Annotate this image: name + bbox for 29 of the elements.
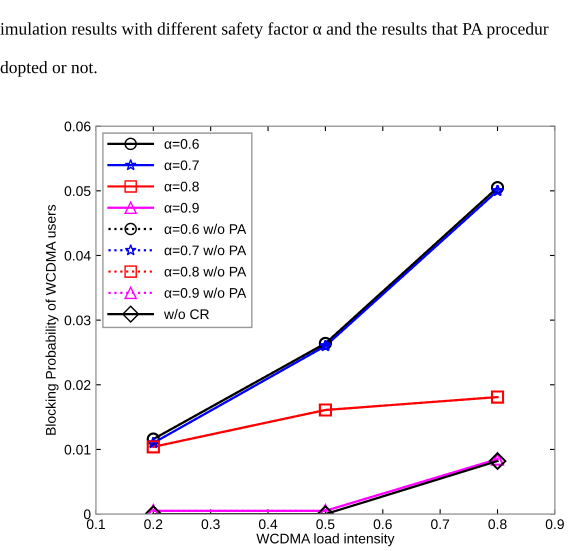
legend-label: α=0.8	[164, 182, 199, 192]
y-tick-label: 0.04	[64, 250, 91, 261]
y-tick-label: 0.02	[64, 380, 90, 390]
legend-label: α=0.7	[164, 160, 199, 170]
x-tick-label: 0.1	[86, 519, 105, 530]
legend-label: w/o CR	[164, 308, 209, 320]
legend-label: α=0.6	[164, 139, 199, 149]
x-tick-label: 0.7	[431, 519, 450, 530]
x-tick-label: 0.2	[144, 519, 162, 530]
x-tick-label: 0.5	[316, 519, 334, 530]
x-tick-label: 0.4	[258, 519, 278, 530]
y-tick-label: 0.01	[64, 444, 90, 455]
x-tick-label: 0.3	[202, 519, 220, 530]
legend-label: α=0.7 w/o PA	[164, 245, 246, 256]
y-axis-title: Blocking Probability of WCDMA users	[46, 204, 58, 435]
y-tick-label: 0.06	[64, 122, 90, 132]
x-tick-label: 0.8	[488, 519, 507, 530]
x-tick-label: 0.9	[546, 519, 564, 530]
text: imulation results with different safety factor α and the results that PA procedur	[0, 22, 548, 38]
legend-label: α=0.8 w/o PA	[164, 266, 246, 277]
x-axis-title: WCDMA load intensity	[256, 533, 394, 546]
x-tick-label: 0.6	[374, 519, 392, 530]
text: dopted or not.	[0, 60, 97, 77]
y-tick-label: 0	[84, 509, 91, 520]
legend-label: α=0.9	[164, 202, 199, 213]
legend-label: α=0.6 w/o PA	[164, 224, 246, 234]
y-tick-label: 0.03	[64, 315, 90, 326]
y-tick-label: 0.05	[64, 186, 91, 196]
legend-label: α=0.9 w/o PA	[164, 288, 246, 298]
